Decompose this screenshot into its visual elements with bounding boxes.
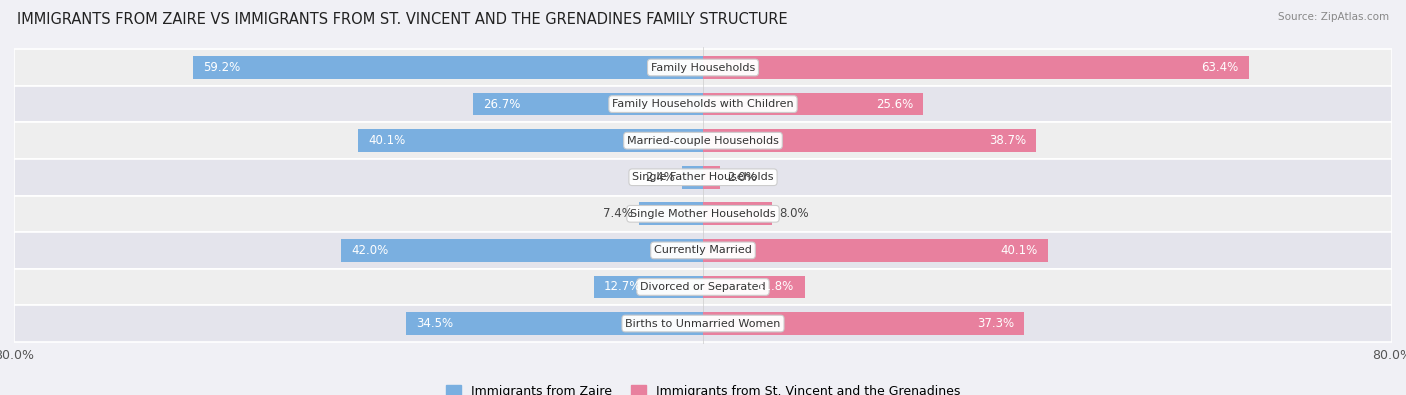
Bar <box>14 159 1392 196</box>
Text: 7.4%: 7.4% <box>603 207 633 220</box>
Legend: Immigrants from Zaire, Immigrants from St. Vincent and the Grenadines: Immigrants from Zaire, Immigrants from S… <box>441 380 965 395</box>
Bar <box>703 203 772 225</box>
Text: Divorced or Separated: Divorced or Separated <box>640 282 766 292</box>
Text: Family Households with Children: Family Households with Children <box>612 99 794 109</box>
Text: 40.1%: 40.1% <box>368 134 405 147</box>
Bar <box>703 56 1249 79</box>
Bar <box>472 93 703 115</box>
Text: 8.0%: 8.0% <box>779 207 808 220</box>
Bar <box>14 122 1392 159</box>
Text: 63.4%: 63.4% <box>1201 61 1239 74</box>
Text: 12.7%: 12.7% <box>605 280 641 293</box>
Text: 37.3%: 37.3% <box>977 317 1014 330</box>
Text: Family Households: Family Households <box>651 62 755 73</box>
Text: 38.7%: 38.7% <box>988 134 1026 147</box>
Text: Married-couple Households: Married-couple Households <box>627 135 779 146</box>
Bar <box>357 129 703 152</box>
Text: 2.4%: 2.4% <box>645 171 675 184</box>
Text: Currently Married: Currently Married <box>654 245 752 256</box>
Text: 34.5%: 34.5% <box>416 317 453 330</box>
Bar <box>703 166 720 188</box>
Bar <box>342 239 703 262</box>
Text: 59.2%: 59.2% <box>204 61 240 74</box>
Bar <box>406 312 703 335</box>
Text: Births to Unmarried Women: Births to Unmarried Women <box>626 318 780 329</box>
Bar <box>703 239 1049 262</box>
Text: 2.0%: 2.0% <box>727 171 756 184</box>
Text: Single Father Households: Single Father Households <box>633 172 773 182</box>
Bar <box>703 93 924 115</box>
Bar <box>14 232 1392 269</box>
Bar <box>640 203 703 225</box>
Bar <box>703 129 1036 152</box>
Bar <box>703 276 804 298</box>
Text: 11.8%: 11.8% <box>756 280 794 293</box>
Bar <box>593 276 703 298</box>
Bar <box>14 49 1392 86</box>
Text: 25.6%: 25.6% <box>876 98 912 111</box>
Bar <box>682 166 703 188</box>
Text: Single Mother Households: Single Mother Households <box>630 209 776 219</box>
Text: 26.7%: 26.7% <box>484 98 520 111</box>
Bar <box>14 269 1392 305</box>
Text: Source: ZipAtlas.com: Source: ZipAtlas.com <box>1278 12 1389 22</box>
Text: 40.1%: 40.1% <box>1001 244 1038 257</box>
Text: IMMIGRANTS FROM ZAIRE VS IMMIGRANTS FROM ST. VINCENT AND THE GRENADINES FAMILY S: IMMIGRANTS FROM ZAIRE VS IMMIGRANTS FROM… <box>17 12 787 27</box>
Bar <box>14 196 1392 232</box>
Bar <box>14 86 1392 122</box>
Bar <box>193 56 703 79</box>
Bar <box>14 305 1392 342</box>
Text: 42.0%: 42.0% <box>352 244 389 257</box>
Bar <box>703 312 1024 335</box>
